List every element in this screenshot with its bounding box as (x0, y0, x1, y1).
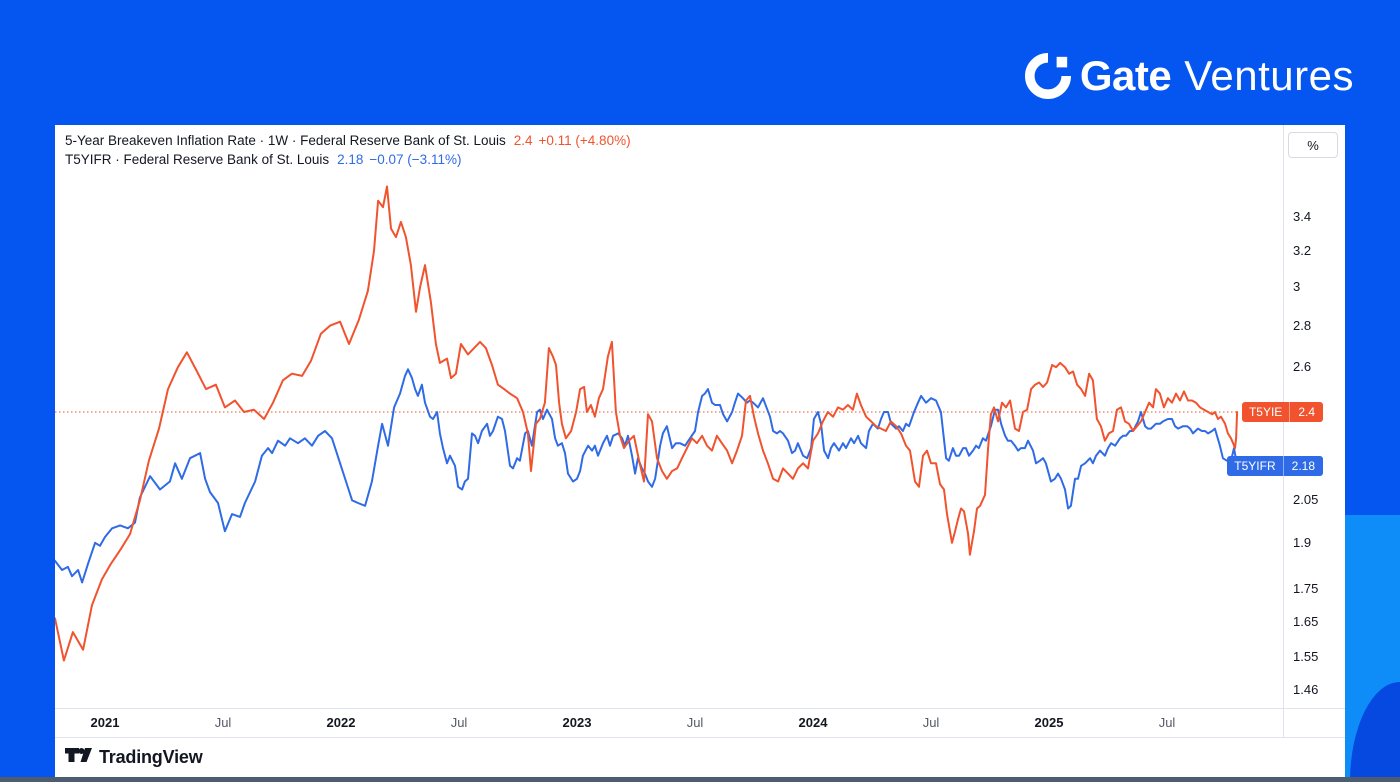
price-tick-1.65: 1.65 (1293, 613, 1319, 629)
price-tick-2.6: 2.6 (1293, 359, 1312, 375)
badge-label: T5YIFR (1234, 458, 1276, 473)
tradingview-logo[interactable]: TradingView (65, 747, 203, 768)
price-badge-t5yie: T5YIE 2.4 (1241, 402, 1323, 422)
price-tick-1.75: 1.75 (1293, 580, 1319, 596)
time-tick-Jul-2025.5: Jul (1158, 715, 1176, 730)
tradingview-logo-icon (65, 748, 92, 762)
legend-row-compare: T5YIFR · Federal Reserve Bank of St. Lou… (65, 151, 631, 170)
time-tick-2022-2022: 2022 (326, 715, 356, 730)
price-tick-3: 3 (1293, 279, 1301, 295)
tradingview-logo-text: TradingView (99, 747, 203, 767)
time-tick-Jul-2021.5: Jul (214, 715, 232, 730)
price-tick-1.9: 1.9 (1293, 534, 1312, 550)
badge-label: T5YIE (1248, 405, 1283, 419)
price-tick-2.8: 2.8 (1293, 317, 1312, 333)
price-tick-3.4: 3.4 (1293, 208, 1312, 224)
time-tick-2025-2025: 2025 (1034, 715, 1064, 730)
series-line-t5yie (55, 185, 1239, 662)
brand-suffix: Ventures (1184, 52, 1354, 99)
time-axis-separator (55, 708, 1345, 709)
chart-plot-area[interactable] (55, 125, 1345, 777)
series-value-main: 2.4 (513, 133, 533, 148)
series-change-main: +0.11 (+4.80%) (538, 133, 631, 148)
badge-value: 2.18 (1282, 455, 1323, 476)
series-title-main: 5-Year Breakeven Inflation Rate · 1W · F… (65, 133, 506, 148)
gate-ventures-logo: Gate Ventures (1024, 52, 1354, 100)
time-tick-2021-2021: 2021 (90, 715, 120, 730)
logo-row-separator (55, 737, 1345, 738)
price-tick-3.2: 3.2 (1293, 242, 1312, 258)
series-value-compare: 2.18 (337, 151, 364, 167)
time-tick-2023-2023: 2023 (562, 715, 592, 730)
price-axis-separator (1283, 125, 1284, 737)
legend-row-main: 5-Year Breakeven Inflation Rate · 1W · F… (65, 132, 631, 151)
price-badge-t5yifr: T5YIFR 2.18 (1227, 455, 1323, 476)
badge-value: 2.4 (1289, 402, 1323, 422)
price-tick-1.55: 1.55 (1293, 648, 1319, 664)
chart-panel: 5-Year Breakeven Inflation Rate · 1W · F… (55, 125, 1345, 777)
brand-name: Gate (1079, 52, 1172, 99)
chart-legend: 5-Year Breakeven Inflation Rate · 1W · F… (65, 132, 631, 169)
price-tick-2.05: 2.05 (1293, 492, 1319, 508)
time-tick-2024-2024: 2024 (798, 715, 828, 730)
percent-scale-button[interactable]: % (1288, 132, 1338, 158)
footer-strip (0, 777, 1400, 782)
series-title-compare: T5YIFR · Federal Reserve Bank of St. Lou… (65, 151, 330, 167)
time-tick-Jul-2022.5: Jul (450, 715, 468, 730)
price-tick-1.46: 1.46 (1293, 682, 1319, 698)
time-tick-Jul-2023.5: Jul (686, 715, 704, 730)
series-change-compare: −0.07 (−3.11%) (369, 151, 462, 167)
gate-logo-icon (1024, 53, 1071, 99)
series-line-t5yifr (55, 368, 1239, 584)
time-tick-Jul-2024.5: Jul (922, 715, 940, 730)
